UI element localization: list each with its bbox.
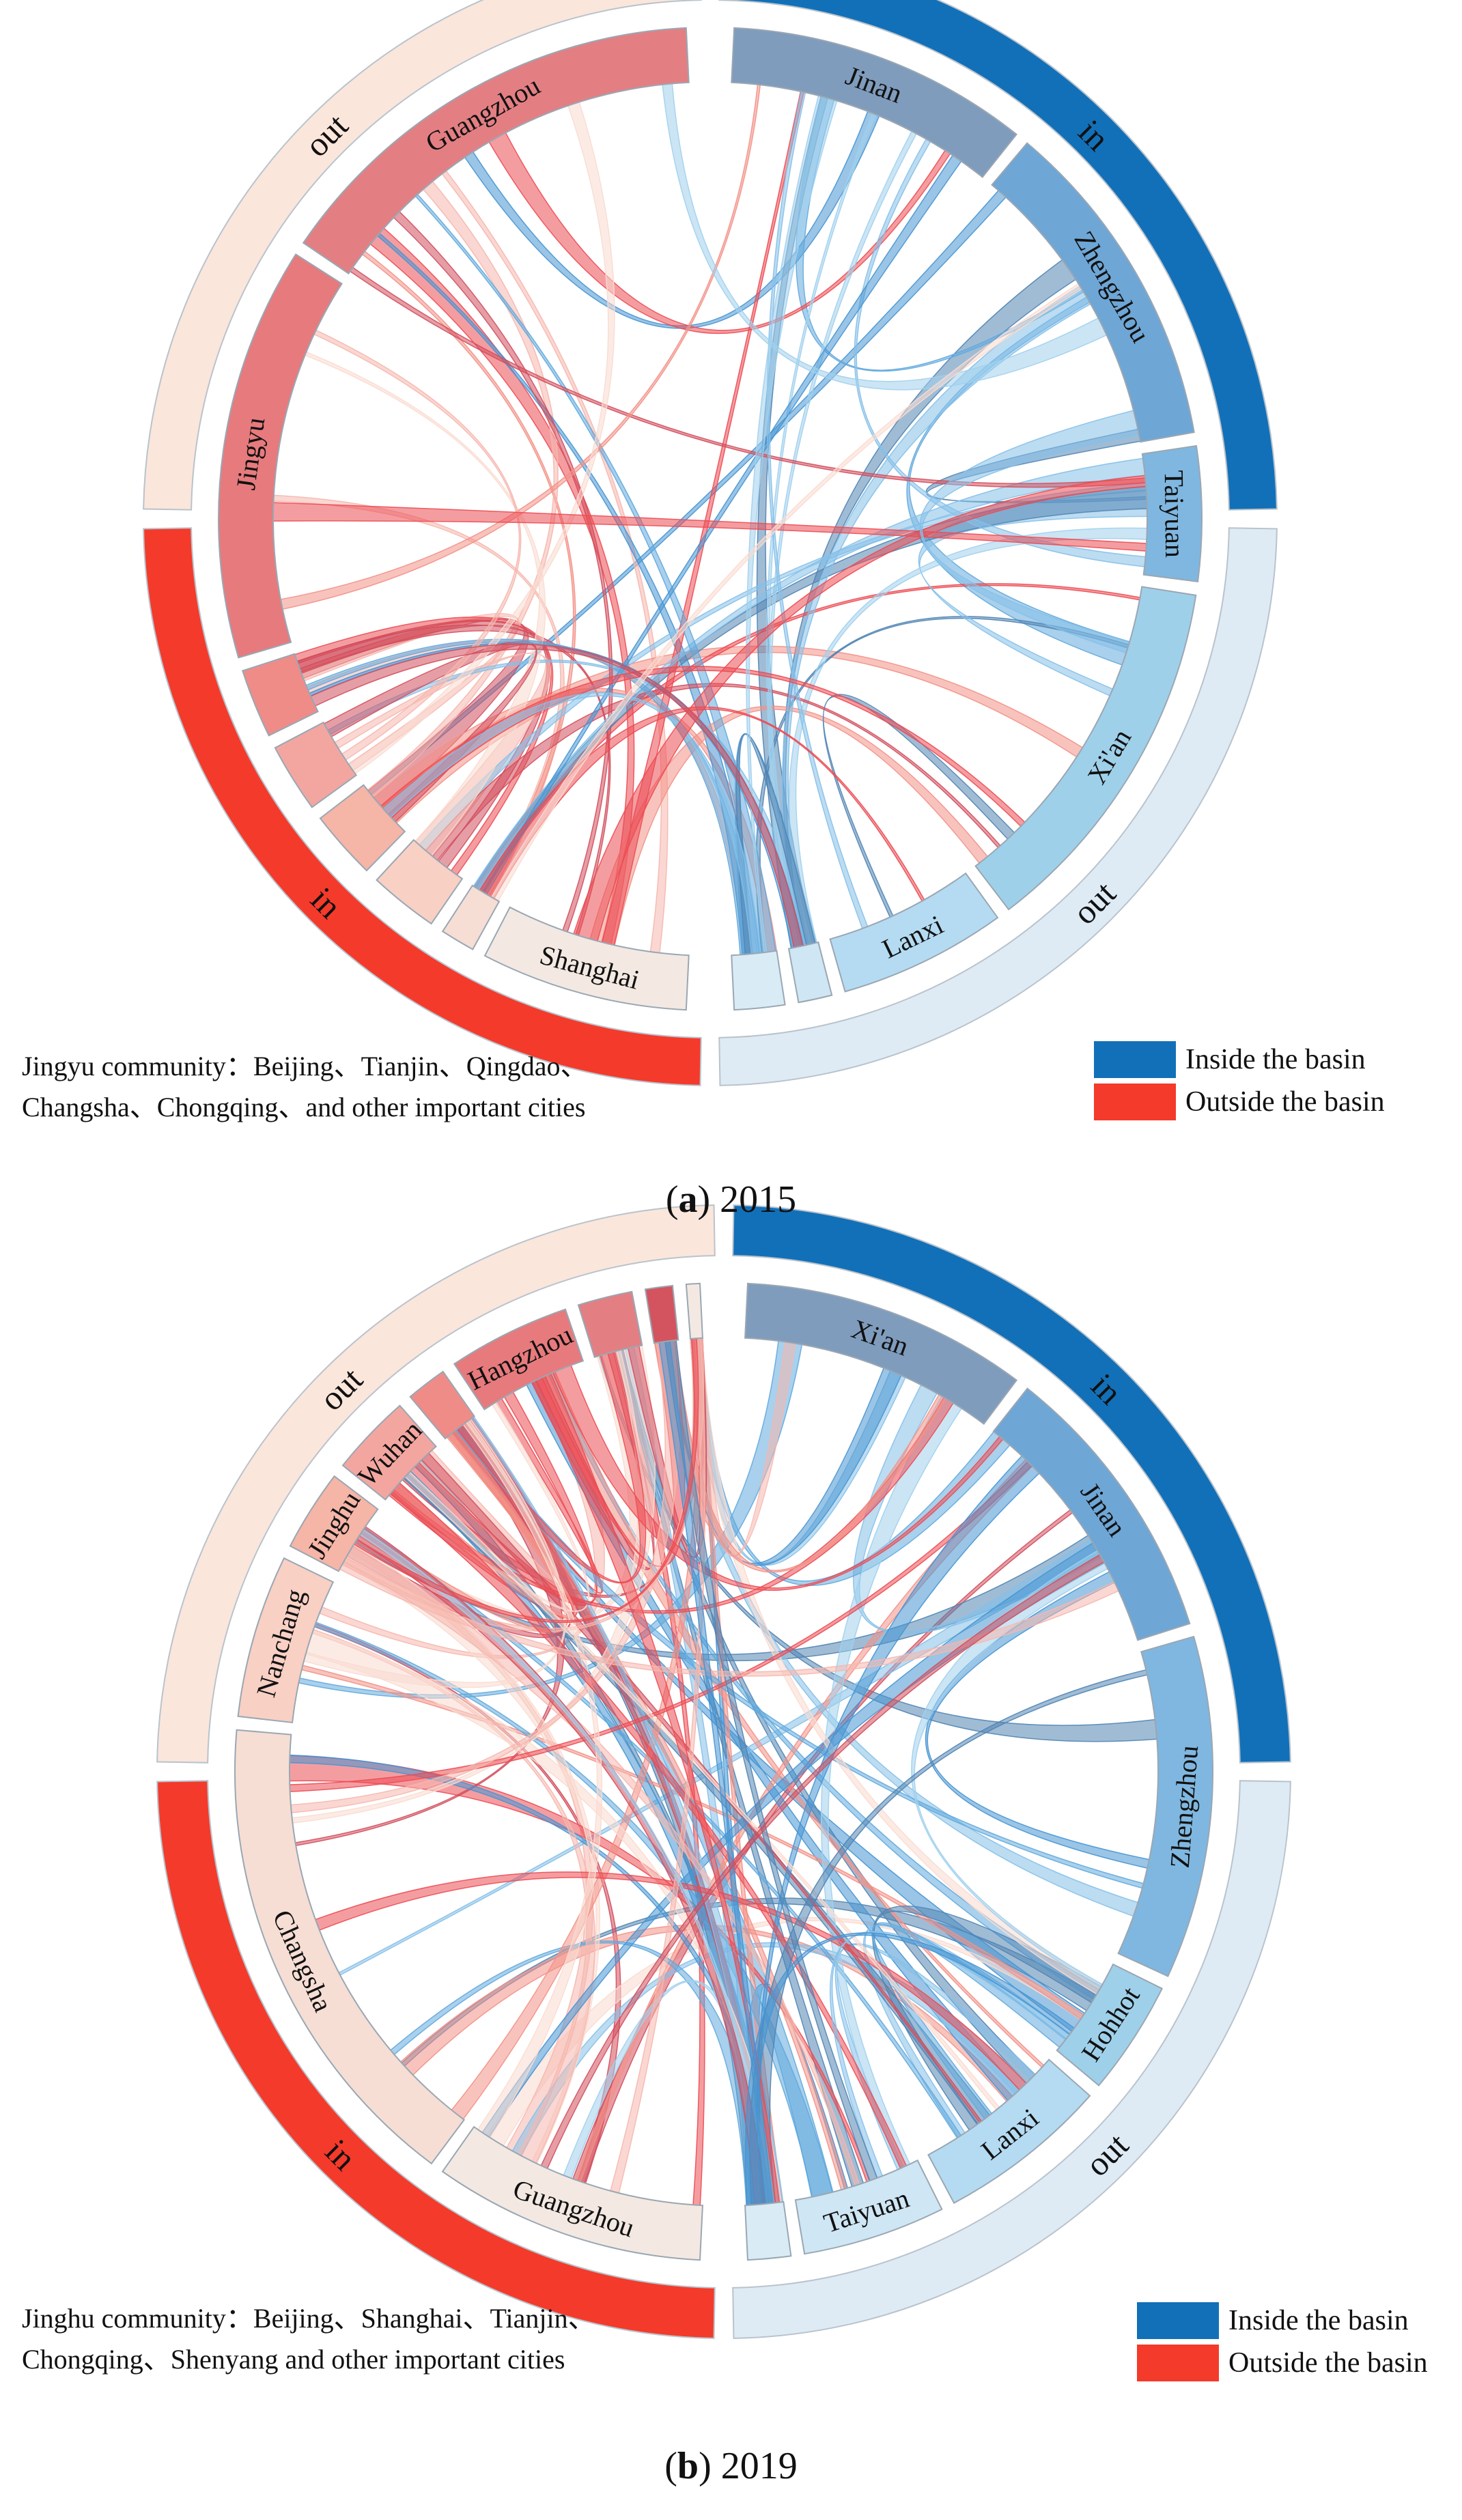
node-arc-unlabeled [441,884,501,950]
legend-label-inside: Inside the basin [1185,1044,1366,1075]
node-arc-unlabeled [241,653,319,737]
node-arc-lanxi [927,2058,1091,2205]
legend-swatch-outside [1137,2345,1219,2381]
legend-b-outside: Outside the basin [1137,2345,1428,2381]
legend-swatch-inside [1094,1041,1176,1078]
outer-ring-inside-0 [732,1204,1291,1764]
outer-ring-outside-2 [156,1780,716,2339]
outer-ring-outside-2 [143,527,702,1086]
outer-ring-inside-1 [732,1780,1291,2339]
node-arc-unlabeled [319,784,406,872]
node-arc-taiyuan [794,2159,943,2255]
caption-b-year: 2019 [720,2445,798,2487]
legend-label-outside: Outside the basin [1228,2347,1428,2379]
legend-label-inside: Inside the basin [1228,2305,1409,2336]
node-arc-nanchang [237,1557,335,1724]
legend-b: Inside the basin Outside the basin [1137,2302,1428,2381]
caption-a: (a) 2015 [665,1178,797,1221]
chord-panel-b: inoutinoutXi'anJinanZhengzhouHohhotLanxi… [156,1204,1291,2339]
outer-ring-inside-0 [718,0,1278,511]
caption-a-year: 2015 [720,1178,797,1221]
outer-ring-outside-3 [143,0,702,511]
legend-a: Inside the basin Outside the basin [1094,1041,1385,1120]
community-note-a-line1: Jingyu community：Beijing、Tianjin、Qingdao… [22,1051,588,1081]
community-note-b-line2: Chongqing、Shenyang and other important c… [22,2344,565,2375]
node-arc-unlabeled [274,721,358,808]
legend-b-inside: Inside the basin [1137,2302,1428,2339]
node-arc-hangzhou [453,1308,585,1411]
node-arc-unlabeled [731,950,786,1011]
node-arc-jinan [731,27,1018,178]
ribbons [289,1337,1158,2206]
node-arc-shanghai [483,906,690,1011]
node-arc-unlabeled [787,941,833,1004]
node-arc-changsha [234,1729,466,2165]
node-arc-taiyuan [1141,444,1203,583]
node-arc-unlabeled [409,1370,476,1440]
node-arc-jinghu [289,1475,379,1572]
node-arc-zhengzhou [991,142,1195,443]
node-arc-guangzhou [302,27,690,275]
legend-a-outside: Outside the basin [1094,1084,1385,1120]
node-arc-xian [974,586,1197,911]
node-arc-xian [744,1282,1018,1425]
node-arc-unlabeled [577,1290,643,1359]
node-label: Taiyuan [1159,470,1190,558]
outer-ring-inside-1 [718,527,1278,1086]
community-note-a-line2: Changsha、Chongqing、and other important c… [22,1092,586,1122]
node-arc-lanxi [829,872,999,993]
legend-swatch-inside [1137,2302,1219,2339]
node-arc-jinan [992,1387,1191,1641]
ribbon [414,193,776,954]
community-note-b: Jinghu community：Beijing、Shanghai、Tianji… [22,2298,595,2380]
node-arc-unlabeled [744,2200,792,2261]
node-arc-guangzhou [441,2125,703,2261]
community-note-b-line1: Jinghu community：Beijing、Shanghai、Tianji… [22,2303,595,2334]
legend-label-outside: Outside the basin [1185,1086,1385,1118]
node-arc-unlabeled [376,838,464,925]
node-arc-wuhan [341,1404,437,1501]
node-arc-unlabeled [644,1284,679,1344]
community-note-a: Jingyu community：Beijing、Tianjin、Qingdao… [22,1046,588,1128]
node-arc-zhengzhou [1117,1635,1213,1977]
caption-a-letter: a [678,1178,698,1221]
caption-b: (b) 2019 [664,2445,798,2487]
outer-ring-outside-3 [156,1204,716,1764]
legend-swatch-outside [1094,1084,1176,1120]
node-arc-hohhot [1056,1963,1164,2086]
chord-panel-a: inoutinoutJinanZhengzhouTaiyuanXi'anLanx… [143,0,1278,1086]
node-arc-jingyu [218,253,343,659]
ribbons [272,83,1148,956]
caption-b-letter: b [677,2445,699,2487]
legend-a-inside: Inside the basin [1094,1041,1385,1078]
node-arc-unlabeled [685,1282,703,1340]
